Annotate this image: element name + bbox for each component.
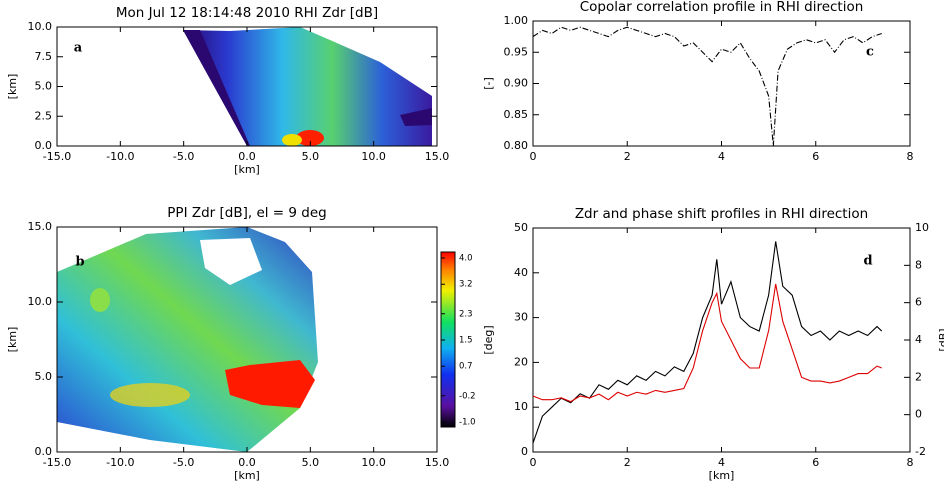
panel-label: a [74, 41, 83, 56]
colorbar-tick-label: -1.0 [459, 418, 476, 428]
y-tick-label: 20 [514, 355, 528, 368]
x-tick-label: 4 [718, 456, 725, 469]
chart-title: Mon Jul 12 18:14:48 2010 RHI Zdr [dB] [116, 5, 378, 21]
ppi-field [57, 227, 318, 452]
x-tick-label: 8 [907, 150, 914, 163]
x-tick-label: 2 [624, 150, 631, 163]
y-tick-label: 10 [514, 400, 528, 413]
x-axis-label: [km] [234, 469, 260, 482]
x-axis-label: [km] [234, 163, 260, 176]
y-tick-label: 0.90 [504, 77, 529, 90]
y2-axis-label: [dB] [937, 328, 944, 351]
x-tick-label: 8 [907, 456, 914, 469]
y-tick-label: 0.0 [35, 139, 53, 152]
y2-tick-label: 6 [915, 296, 922, 309]
data-line [532, 283, 882, 403]
x-tick-label: 15.0 [425, 456, 450, 469]
x-tick-label: -15.0 [43, 456, 71, 469]
x-tick-label: -5.0 [173, 150, 194, 163]
plot-frame [532, 20, 911, 147]
x-tick-label: 5.0 [302, 150, 320, 163]
panel-label: c [866, 45, 874, 60]
y-tick-label: 1.00 [504, 14, 529, 27]
x-tick-label: 4 [718, 150, 725, 163]
y2-tick-label: 2 [915, 370, 922, 383]
x-axis-label: [km] [709, 469, 735, 482]
x-tick-label: 0.0 [238, 150, 256, 163]
y-tick-label: 0.85 [504, 108, 529, 121]
data-line [532, 241, 883, 444]
colorbar-tick-label: 3.2 [459, 280, 473, 290]
colorbar-tick-label: 2.3 [459, 309, 473, 319]
x-tick-label: 5.0 [302, 456, 320, 469]
x-tick-label: -5.0 [173, 456, 194, 469]
y2-tick-label: -2 [915, 445, 926, 458]
panel-label: d [863, 254, 872, 269]
x-tick-label: 10.0 [361, 456, 386, 469]
y-axis-label: [-] [482, 77, 495, 90]
x-tick-label: -10.0 [106, 150, 134, 163]
x-tick-label: 0.0 [238, 456, 256, 469]
x-tick-label: 6 [812, 456, 819, 469]
x-tick-label: 10.0 [361, 150, 386, 163]
x-tick-label: 2 [624, 456, 631, 469]
y2-tick-label: 4 [915, 333, 922, 346]
y-axis-label: [km] [6, 327, 19, 353]
y-tick-label: 10.0 [28, 20, 53, 33]
chart-title: Copolar correlation profile in RHI direc… [580, 0, 864, 15]
y-tick-label: 0.80 [504, 139, 529, 152]
chart-title: Zdr and phase shift profiles in RHI dire… [575, 206, 868, 222]
rhi-field [183, 27, 432, 146]
y-axis-label: [deg] [482, 325, 495, 354]
y-tick-label: 50 [514, 221, 528, 234]
panel-label: b [75, 255, 84, 270]
y2-tick-label: 8 [915, 258, 922, 271]
colorbar-tick-label: 0.7 [459, 362, 473, 372]
x-tick-label: 0 [530, 456, 537, 469]
y-tick-label: 0.95 [504, 45, 529, 58]
y-tick-label: 5.0 [35, 370, 53, 383]
y-tick-label: 30 [514, 311, 528, 324]
colorbar-tick-label: 1.5 [459, 336, 473, 346]
colorbar-tick-label: -0.2 [459, 391, 476, 401]
data-line [532, 26, 882, 147]
y2-tick-label: 10 [915, 221, 929, 234]
y-tick-label: 15.0 [28, 220, 53, 233]
y-tick-label: 0.0 [35, 445, 53, 458]
y-tick-label: 2.5 [35, 109, 53, 122]
x-tick-label: 15.0 [425, 150, 450, 163]
chart-title: PPI Zdr [dB], el = 9 deg [167, 205, 326, 221]
x-tick-label: 6 [812, 150, 819, 163]
x-tick-label: -10.0 [106, 456, 134, 469]
y-axis-label: [km] [6, 74, 19, 100]
y2-tick-label: 0 [915, 408, 922, 421]
plot-frame [532, 227, 911, 453]
y-tick-label: 0 [521, 445, 528, 458]
y-tick-label: 10.0 [28, 295, 53, 308]
y-tick-label: 40 [514, 266, 528, 279]
colorbar-tick-label: 4.0 [459, 254, 473, 264]
x-tick-label: 0 [530, 150, 537, 163]
x-tick-label: -15.0 [43, 150, 71, 163]
y-tick-label: 7.5 [35, 50, 53, 63]
y-tick-label: 5.0 [35, 80, 53, 93]
